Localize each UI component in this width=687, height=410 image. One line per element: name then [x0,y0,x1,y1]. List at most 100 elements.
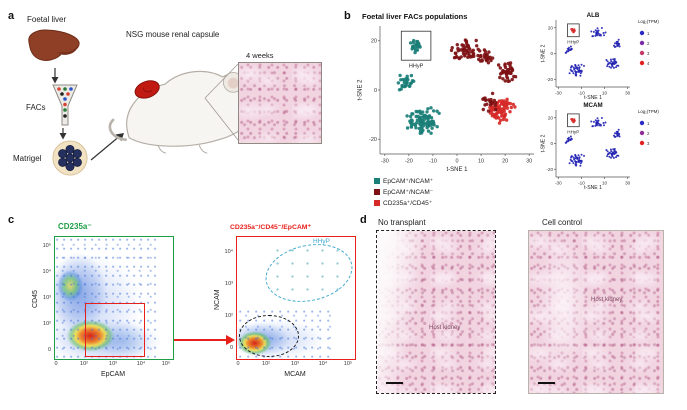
scatter-speckle [55,237,157,359]
cell-control-title: Cell control [542,218,583,227]
flow-plot2-xlabel: MCAM [284,371,306,378]
arrow-down-icon [51,68,59,84]
svg-text:HHyP: HHyP [567,129,579,134]
svg-text:-10: -10 [429,159,437,165]
y-tick: 10⁴ [42,269,51,275]
panel-d-label: d [360,214,367,226]
legend-label: EpCAM⁺/NCAM⁻ [383,189,434,196]
flow-plot1-group: CD235a⁻ CD45 10⁵ 10⁴ 10³ 10² 0 0 10² 10³… [28,222,228,394]
x-tick: 10³ [291,361,299,367]
svg-text:2: 2 [647,131,650,136]
legend-label: CD235a⁺/CD45⁺ [383,200,433,207]
svg-text:-20: -20 [369,137,377,143]
svg-text:HHyP: HHyP [409,64,424,70]
flow-plot2-title: CD235a⁻/CD45⁻/EpCAM⁺ [230,224,312,231]
svg-text:t-SNE 2: t-SNE 2 [541,134,547,152]
svg-text:t-SNE 2: t-SNE 2 [541,44,547,62]
tissue-pale-region [529,231,663,393]
y-tick: 0 [47,347,51,353]
matrigel-label: Matrigel [13,154,42,163]
svg-text:t-SNE 1: t-SNE 1 [584,95,602,100]
tsne-main-chart: -30 -20 -10 0 10 20 30 -20 0 20 t-SNE 1 t-SNE 2 HHyP [356,20,538,173]
svg-text:t-SNE 1: t-SNE 1 [584,185,602,190]
svg-text:t-SNE 2: t-SNE 2 [358,79,364,101]
svg-text:30: 30 [526,159,532,165]
svg-text:1: 1 [647,31,650,36]
legend-swatch-epcam-ncam-neg [374,189,380,195]
x-tick: 0 [236,361,240,367]
matrigel-cell-cluster-icon [52,140,88,176]
svg-text:4: 4 [647,61,650,66]
x-tick: 10⁵ [343,361,353,367]
inset-caption: 4 weeks [246,51,274,60]
svg-text:20: 20 [371,39,377,45]
legend-swatch-cd235a-cd45 [374,200,380,206]
legend-item: EpCAM⁺/NCAM⁻ [374,188,433,196]
flow-plot-hhyp: HHyP [236,236,356,360]
svg-text:3: 3 [647,141,650,146]
kidney-graft-icon [134,80,160,99]
no-transplant-image: Host kidney [376,230,496,394]
tsne-title: Foetal liver FACs populations [362,12,468,21]
svg-text:3: 3 [647,51,650,56]
legend-item: EpCAM⁺/NCAM⁺ [374,177,433,185]
svg-text:0: 0 [550,51,553,56]
panel-c-label: c [8,214,15,226]
panel-a-label: a [8,10,15,22]
svg-text:30: 30 [625,91,631,96]
y-tick: 10³ [225,281,233,287]
flow-plot1-title: CD235a⁻ [58,222,92,231]
svg-text:-20: -20 [405,159,413,165]
x-tick: 10⁴ [318,361,328,367]
svg-text:30: 30 [625,181,631,186]
svg-text:2: 2 [647,41,650,46]
no-transplant-title: No transplant [378,218,426,227]
flow-plot2-group: CD235a⁻/CD45⁻/EpCAM⁺ NCAM HHyP 10⁴ 10³ 1… [210,222,410,394]
svg-text:-30: -30 [555,91,562,96]
svg-text:0: 0 [550,141,553,146]
svg-text:-30: -30 [555,181,562,186]
scatter-speckle-teal [270,244,346,298]
mouse-caption: NSG mouse renal capsule [126,30,220,39]
flow-plot1-xlabel: EpCAM [100,371,126,378]
svg-text:10: 10 [602,91,608,96]
svg-text:20: 20 [548,115,554,120]
flow-plot-cd235a [54,236,174,360]
svg-text:0: 0 [455,159,458,165]
x-tick: 10³ [109,361,117,367]
foetal-liver-label: Foetal liver [27,15,67,24]
tsne-mcam-chart: -30 -10 10 30 -20 0 20 t-SNE 1 t-SNE 2 MCAM HHyP Lo… [540,100,682,191]
host-kidney-annotation: Host kidney [429,325,461,331]
svg-text:Log₂(TPM): Log₂(TPM) [638,19,659,24]
x-tick: 10⁴ [136,361,146,367]
legend-item: CD235a⁺/CD45⁺ [374,199,433,207]
svg-text:-30: -30 [381,159,389,165]
svg-text:Log₂(TPM): Log₂(TPM) [638,109,659,114]
scale-bar [386,382,403,384]
negative-gate [239,315,299,357]
gate-arrow-icon [174,335,235,345]
x-tick: 0 [54,361,58,367]
svg-text:20: 20 [502,159,508,165]
cell-control-image: Host kidney [528,230,664,394]
legend-label: EpCAM⁺/NCAM⁺ [383,178,434,185]
host-kidney-annotation: Host kidney [591,297,623,303]
y-tick: 10² [225,313,233,319]
svg-text:HHyP: HHyP [567,39,579,44]
svg-text:10: 10 [478,159,484,165]
svg-text:-20: -20 [546,77,553,82]
svg-text:-10: -10 [578,181,585,186]
x-tick: 10² [80,361,88,367]
facs-label: FACs [26,103,46,112]
tissue-edge [377,231,495,393]
x-tick: 10⁵ [161,361,171,367]
flow-plot2-ylabel: NCAM [214,289,221,310]
svg-text:10: 10 [602,181,608,186]
inset-callout-lines [204,63,239,141]
arrow-down-icon [59,128,67,140]
panel-b-label: b [344,10,351,22]
liver-icon [28,29,80,61]
y-tick: 10⁴ [224,249,233,255]
sort-gate [85,303,145,357]
svg-text:MCAM: MCAM [583,102,602,109]
